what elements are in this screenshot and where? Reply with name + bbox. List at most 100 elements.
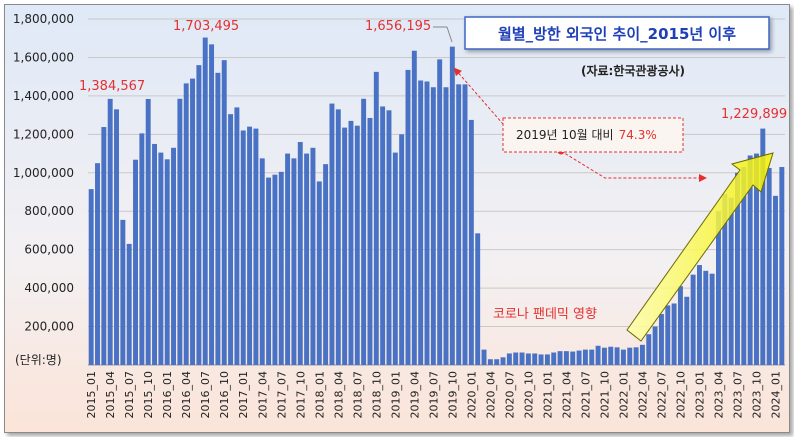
bar-2020_08 (513, 352, 519, 365)
bar-2021_10 (601, 347, 607, 365)
bar-2017_01 (240, 130, 246, 365)
x-tick-label: 2018_10 (370, 371, 383, 419)
bar-2018_05 (342, 127, 348, 365)
bar-2024_02 (779, 167, 785, 365)
x-tick-label: 2021_01 (541, 371, 554, 419)
bar-2015_10 (145, 98, 151, 366)
x-tick-label: 2023_01 (693, 371, 706, 419)
x-tick-label: 2024_01 (770, 371, 783, 419)
bar-2021_07 (582, 349, 588, 365)
x-tick-label: 2015_01 (85, 371, 98, 419)
bar-2022_10 (677, 286, 683, 365)
bar-2019_05 (418, 80, 424, 365)
bar-2021_04 (563, 351, 569, 365)
bar-2015_08 (133, 159, 138, 365)
bar-2023_03 (709, 273, 715, 365)
x-tick-label: 2015_07 (123, 371, 136, 419)
x-tick-label: 2020_01 (465, 371, 478, 419)
bar-2016_09 (215, 72, 221, 365)
bar-2017_10 (297, 142, 303, 365)
bar-2023_06 (728, 197, 734, 365)
bar-2022_11 (684, 296, 690, 365)
bar-2015_01 (88, 189, 94, 365)
bar-2020_12 (538, 354, 544, 365)
bar-2016_12 (234, 107, 240, 366)
bar-2018_08 (361, 98, 367, 366)
bar-2016_08 (209, 44, 215, 366)
bar-2020_02 (475, 233, 481, 365)
source-label: (자료:한국관광공사) (581, 63, 685, 78)
x-tick-label: 2017_01 (237, 371, 250, 419)
bar-2020_09 (519, 352, 525, 365)
bars-group (88, 37, 785, 366)
bar-2016_11 (228, 114, 234, 366)
x-tick-label: 2017_04 (256, 371, 269, 419)
bar-2016_02 (171, 147, 177, 365)
bar-2019_11 (456, 84, 462, 366)
bar-2023_10 (754, 153, 759, 365)
bar-2018_11 (380, 106, 386, 366)
bar-2018_03 (329, 103, 335, 365)
y-tick-label: 600,000 (24, 243, 74, 257)
x-tick-label: 2022_04 (636, 371, 649, 419)
visitor-chart: 200,000 400,000 600,000 800,000 1,000,000 1,2… (5, 5, 789, 432)
bar-2018_09 (367, 117, 373, 366)
bar-2018_12 (386, 110, 392, 365)
x-axis: 2015_01 2015_04 2015_07 2015_10 2016_01 2016_… (85, 371, 782, 419)
bar-2023_12 (766, 167, 772, 365)
x-tick-label: 2021_10 (598, 371, 611, 419)
x-tick-label: 2023_04 (712, 371, 725, 419)
bar-2019_09 (443, 87, 449, 366)
bar-2020_07 (506, 353, 512, 365)
bar-2021_01 (544, 354, 550, 365)
bar-2019_01 (392, 152, 398, 365)
bar-2022_09 (671, 303, 677, 365)
bar-2017_04 (259, 158, 265, 365)
bar-2019_08 (437, 59, 443, 366)
bar-2022_02 (627, 347, 633, 365)
x-tick-label: 2015_04 (104, 371, 117, 419)
y-tick-label: 1,200,000 (13, 127, 74, 141)
bar-2017_11 (304, 153, 310, 365)
bar-2020_10 (525, 353, 531, 365)
title-box (464, 16, 770, 50)
compare-leader-2019 (453, 67, 511, 133)
y-tick-label: 200,000 (24, 320, 74, 334)
x-tick-label: 2016_04 (180, 371, 193, 419)
bar-2015_12 (158, 152, 164, 365)
y-tick-label: 1,400,000 (13, 89, 74, 103)
bar-2016_01 (164, 159, 170, 365)
bar-2019_03 (405, 69, 411, 365)
y-axis: 200,000 400,000 600,000 800,000 1,000,000 1,2… (13, 12, 74, 334)
compare-leader-2023 (560, 150, 707, 182)
x-tick-label: 2023_10 (750, 371, 763, 419)
chart-frame: 200,000 400,000 600,000 800,000 1,000,000 1,2… (4, 4, 790, 433)
bar-2020_04 (487, 359, 493, 365)
x-tick-label: 2020_10 (522, 371, 535, 419)
x-tick-label: 2019_04 (408, 371, 421, 419)
bar-2016_04 (183, 83, 189, 365)
x-tick-label: 2022_10 (674, 371, 687, 419)
y-tick-label: 400,000 (24, 281, 74, 295)
bar-2015_05 (114, 109, 119, 365)
bar-2017_12 (310, 147, 316, 365)
bar-2023_05 (722, 193, 728, 365)
compare-text: 2019년 10월 대비 74.3% (516, 128, 657, 142)
bar-2023_08 (741, 167, 747, 365)
bar-2023_09 (747, 155, 753, 365)
bar-2022_05 (646, 334, 652, 365)
chart-title: 월별_방한 외국인 추이_2015년 이후 (498, 25, 736, 43)
unit-label: (단위:명) (15, 353, 62, 367)
bar-2021_08 (589, 349, 595, 365)
bar-2016_07 (202, 37, 208, 366)
bar-2022_04 (639, 344, 645, 365)
bar-2016_10 (221, 60, 227, 365)
x-tick-label: 2016_07 (199, 371, 212, 419)
compare-prefix: 2019년 10월 대비 (516, 128, 614, 142)
bar-2018_06 (348, 120, 354, 365)
x-tick-label: 2018_04 (332, 371, 345, 419)
bar-2024_01 (773, 195, 778, 365)
bar-2017_07 (278, 171, 284, 365)
growth-arrow (626, 152, 774, 342)
y-tick-label: 1,600,000 (13, 50, 74, 64)
